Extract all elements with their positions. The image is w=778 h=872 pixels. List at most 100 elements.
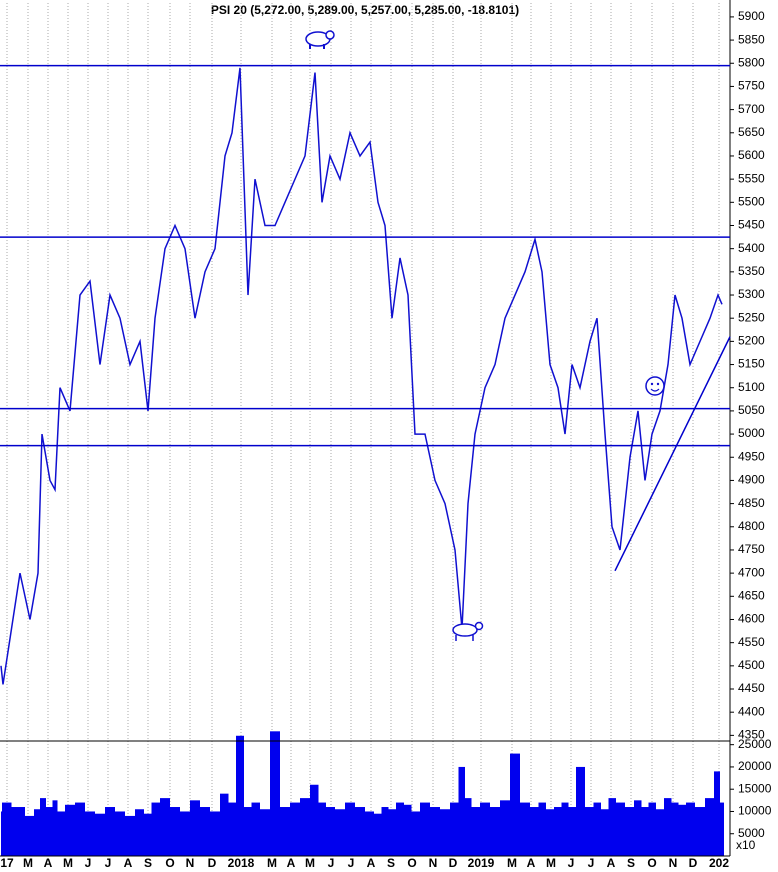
- x-tick-label: M: [267, 856, 277, 870]
- y-tick-label: 5700: [738, 102, 765, 116]
- y-tick-label: 4650: [738, 588, 765, 602]
- volume-bar: [228, 802, 236, 856]
- volume-bar: [260, 809, 270, 856]
- y-tick-label: 5200: [738, 334, 765, 348]
- y2-tick-label: 5000: [738, 826, 765, 840]
- volume-bar: [520, 802, 530, 856]
- volume-bar: [500, 800, 510, 856]
- y-tick-label: 5450: [738, 218, 765, 232]
- volume-bar: [625, 807, 634, 856]
- volume-bar: [641, 807, 649, 856]
- volume-bar: [634, 800, 642, 856]
- volume-bar: [220, 793, 229, 856]
- volume-bar: [160, 798, 170, 856]
- volume-bar: [420, 802, 430, 856]
- y-tick-label: 4450: [738, 681, 765, 695]
- volume-bar: [57, 811, 65, 856]
- y-tick-label: 4800: [738, 519, 765, 533]
- volume-bar: [95, 813, 105, 856]
- y-tick-label: 4550: [738, 635, 765, 649]
- x-tick-label: O: [165, 856, 174, 870]
- x-tick-label: A: [607, 856, 616, 870]
- volume-bar: [170, 807, 180, 856]
- x-tick-label: 2019: [468, 856, 495, 870]
- y-tick-label: 5400: [738, 241, 765, 255]
- volume-bar: [471, 807, 480, 856]
- volume-bar: [335, 809, 345, 856]
- plot-layer: [0, 3, 724, 856]
- volume-bar: [270, 731, 280, 856]
- volume-bar: [355, 807, 365, 856]
- x-tick-label: A: [124, 856, 133, 870]
- volume-bar: [608, 798, 616, 856]
- volume-bar: [530, 807, 539, 856]
- y-tick-label: 5900: [738, 9, 765, 23]
- volume-bar: [440, 809, 450, 856]
- volume-bar: [251, 802, 260, 856]
- x-tick-label: D: [689, 856, 698, 870]
- volume-bar: [648, 802, 656, 856]
- x-tick-label: A: [44, 856, 53, 870]
- volume-bar: [105, 807, 115, 856]
- volume-bar: [345, 802, 355, 856]
- volume-bar: [576, 766, 585, 856]
- volume-bar: [568, 807, 576, 856]
- volume-bar: [125, 815, 135, 856]
- volume-bar: [210, 811, 220, 856]
- x-tick-label: O: [407, 856, 416, 870]
- bear-icon: [305, 30, 335, 49]
- x-tick-label: 2018: [228, 856, 255, 870]
- volume-bar: [720, 802, 724, 856]
- x-tick-label: S: [144, 856, 152, 870]
- volume-bar: [601, 809, 609, 856]
- x-tick-label: S: [627, 856, 635, 870]
- volume-bar: [664, 798, 672, 856]
- volume-bar: [318, 802, 326, 856]
- volume-bar: [280, 807, 290, 856]
- y2-tick-label: 25000: [738, 737, 772, 751]
- y-tick-label: 4500: [738, 658, 765, 672]
- volume-bar: [561, 802, 569, 856]
- y-tick-label: 5100: [738, 380, 765, 394]
- y-tick-label: 4350: [738, 728, 765, 742]
- x-tick-label: M: [305, 856, 315, 870]
- x-tick-label: J: [588, 856, 595, 870]
- volume-bar: [671, 802, 679, 856]
- volume-bar: [510, 753, 520, 856]
- volume-bar: [236, 735, 244, 856]
- x-tick-label: N: [669, 856, 678, 870]
- x-tick-label: J: [568, 856, 575, 870]
- y-tick-label: 5050: [738, 403, 765, 417]
- volume-bar: [2, 802, 12, 856]
- volume-bar: [396, 802, 404, 856]
- x-tick-label: N: [186, 856, 195, 870]
- y-tick-label: 4600: [738, 612, 765, 626]
- volume-bar: [585, 807, 594, 856]
- volume-bar: [85, 811, 95, 856]
- y-tick-label: 5500: [738, 194, 765, 208]
- volume-bar: [310, 784, 319, 856]
- y-tick-label: 5350: [738, 264, 765, 278]
- y2-tick-label: 10000: [738, 804, 772, 818]
- volume-bar: [458, 766, 465, 856]
- y-tick-label: 4400: [738, 704, 765, 718]
- volume-bar: [381, 807, 389, 856]
- volume-bar: [75, 802, 85, 856]
- volume-bar: [411, 811, 420, 856]
- y-tick-label: 5600: [738, 148, 765, 162]
- volume-bar: [144, 813, 152, 856]
- x-tick-label: D: [449, 856, 458, 870]
- volume-bar: [388, 809, 396, 856]
- y-tick-label: 5850: [738, 32, 765, 46]
- y-tick-label: 4850: [738, 496, 765, 510]
- x-tick-label: M: [23, 856, 33, 870]
- volume-bar: [593, 802, 601, 856]
- volume-bar: [374, 813, 382, 856]
- volume-bar: [65, 804, 75, 856]
- volume-bar: [180, 811, 190, 856]
- volume-bar: [1, 811, 2, 856]
- x-tick-label: A: [287, 856, 296, 870]
- volume-bar: [46, 807, 53, 856]
- x-tick-label: O: [647, 856, 656, 870]
